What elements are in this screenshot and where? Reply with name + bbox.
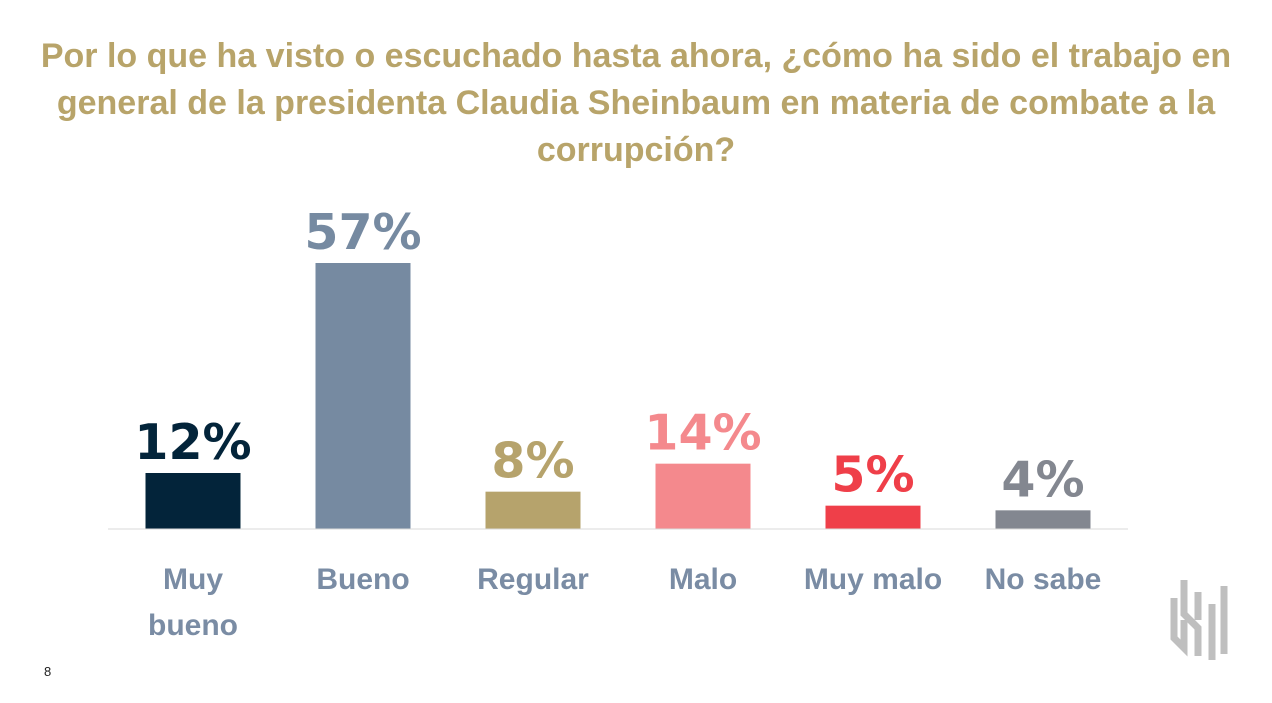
category-label-malo: Malo (669, 563, 737, 596)
category-label-regular: Regular (477, 563, 589, 596)
value-label-regular: 8% (491, 433, 574, 490)
value-label-muy-malo: 5% (831, 447, 914, 504)
chart-title: Por lo que ha visto o escuchado hasta ah… (40, 37, 1232, 169)
bar-muy-malo (825, 505, 921, 529)
bar-no-sabe (995, 510, 1091, 529)
category-label-bueno: Bueno (316, 563, 409, 596)
value-label-bueno: 57% (304, 204, 421, 261)
value-label-no-sabe: 4% (1001, 451, 1084, 508)
value-label-malo: 14% (644, 405, 761, 462)
brand-logo-icon (1170, 580, 1228, 660)
category-label-muy-malo: Muy malo (804, 563, 942, 596)
bar-muy-bueno (145, 473, 241, 529)
bar-malo (655, 463, 751, 529)
value-labels-group: 12% 57% 8% 14% 5% 4% (134, 204, 1084, 508)
bar-bueno (315, 263, 411, 529)
value-label-muy-bueno: 12% (134, 414, 251, 471)
page-number: 8 (44, 664, 52, 679)
category-label-no-sabe: No sabe (985, 563, 1102, 596)
bars-group (145, 263, 1091, 529)
category-label-muy-bueno: Muy bueno (148, 563, 238, 642)
bar-regular (485, 491, 581, 529)
category-labels-group: Muy bueno Bueno Regular Malo Muy malo No sabe (148, 563, 1101, 642)
